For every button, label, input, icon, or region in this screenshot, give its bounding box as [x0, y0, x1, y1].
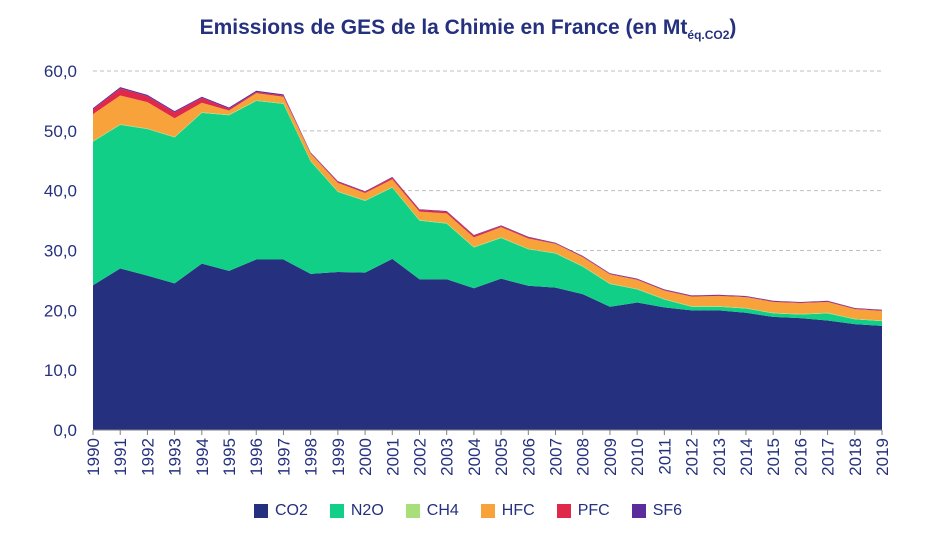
legend-label: SF6: [652, 502, 683, 519]
stacked-areas: [93, 87, 882, 430]
x-tick-label: 2009: [601, 438, 620, 476]
x-tick-label: 1995: [220, 438, 239, 476]
legend-item-hfc: HFC: [480, 502, 535, 520]
legend-label: HFC: [501, 502, 535, 519]
x-tick-label: 2012: [683, 438, 702, 476]
x-tick-label: 1999: [329, 438, 348, 476]
x-tick-label: 2016: [791, 438, 810, 476]
legend-label: CO2: [274, 502, 308, 519]
y-tick-label: 0,0: [53, 421, 77, 440]
x-tick-label: 2005: [492, 438, 511, 476]
legend-swatch: [253, 504, 268, 518]
x-tick-label: 2010: [628, 438, 647, 476]
legend-swatch: [480, 504, 495, 518]
x-tick-label: 2013: [710, 438, 729, 476]
x-tick-label: 1997: [274, 438, 293, 476]
y-tick-label: 50,0: [44, 122, 77, 141]
legend-item-pfc: PFC: [556, 502, 610, 520]
legend-swatch: [329, 504, 344, 518]
x-tick-label: 2014: [737, 438, 756, 476]
x-tick-label: 2004: [465, 438, 484, 476]
series-area-n2o: [93, 100, 882, 326]
y-tick-label: 30,0: [44, 242, 77, 261]
x-tick-label: 1994: [193, 438, 212, 476]
y-tick-label: 60,0: [44, 62, 77, 81]
legend-item-sf6: SF6: [631, 502, 683, 520]
legend-label: CH4: [426, 502, 459, 519]
legend-swatch: [631, 504, 646, 518]
x-tick-label: 1990: [84, 438, 103, 476]
x-tick-label: 1991: [111, 438, 130, 476]
legend-item-n2o: N2O: [329, 502, 384, 520]
y-tick-label: 10,0: [44, 361, 77, 380]
x-tick-label: 2018: [846, 438, 865, 476]
x-tick-label: 1998: [302, 438, 321, 476]
x-tick-label: 2019: [873, 438, 892, 476]
chart-title: Emissions de GES de la Chimie en France …: [199, 16, 737, 42]
legend-label: N2O: [350, 502, 384, 519]
x-tick-label: 2017: [819, 438, 838, 476]
legend-swatch: [405, 504, 420, 518]
legend: CO2 N2O CH4 HFC PFC SF6: [0, 502, 936, 520]
x-tick-label: 2006: [519, 438, 538, 476]
legend-item-co2: CO2: [253, 502, 308, 520]
x-tick-label: 2011: [655, 438, 674, 475]
legend-label: PFC: [577, 502, 610, 519]
x-tick-label: 2015: [764, 438, 783, 476]
x-tick-label: 1992: [138, 438, 157, 476]
series-area-co2: [93, 258, 882, 430]
x-tick-label: 1993: [166, 438, 185, 476]
legend-item-ch4: CH4: [405, 502, 459, 520]
x-tick-label: 2001: [383, 438, 402, 476]
x-tick-label: 2000: [356, 438, 375, 476]
legend-swatch: [556, 504, 571, 518]
x-tick-label: 2002: [410, 438, 429, 476]
y-tick-label: 40,0: [44, 182, 77, 201]
x-tick-label: 2003: [438, 438, 457, 476]
axes: 0,0 10,0 20,0 30,0 40,0 50,0 60,0 1990 1991 1992 1…: [44, 62, 892, 476]
y-tick-label: 20,0: [44, 301, 77, 320]
x-tick-label: 2008: [574, 438, 593, 476]
x-tick-label: 1996: [247, 438, 266, 476]
x-tick-label: 2007: [547, 438, 566, 476]
